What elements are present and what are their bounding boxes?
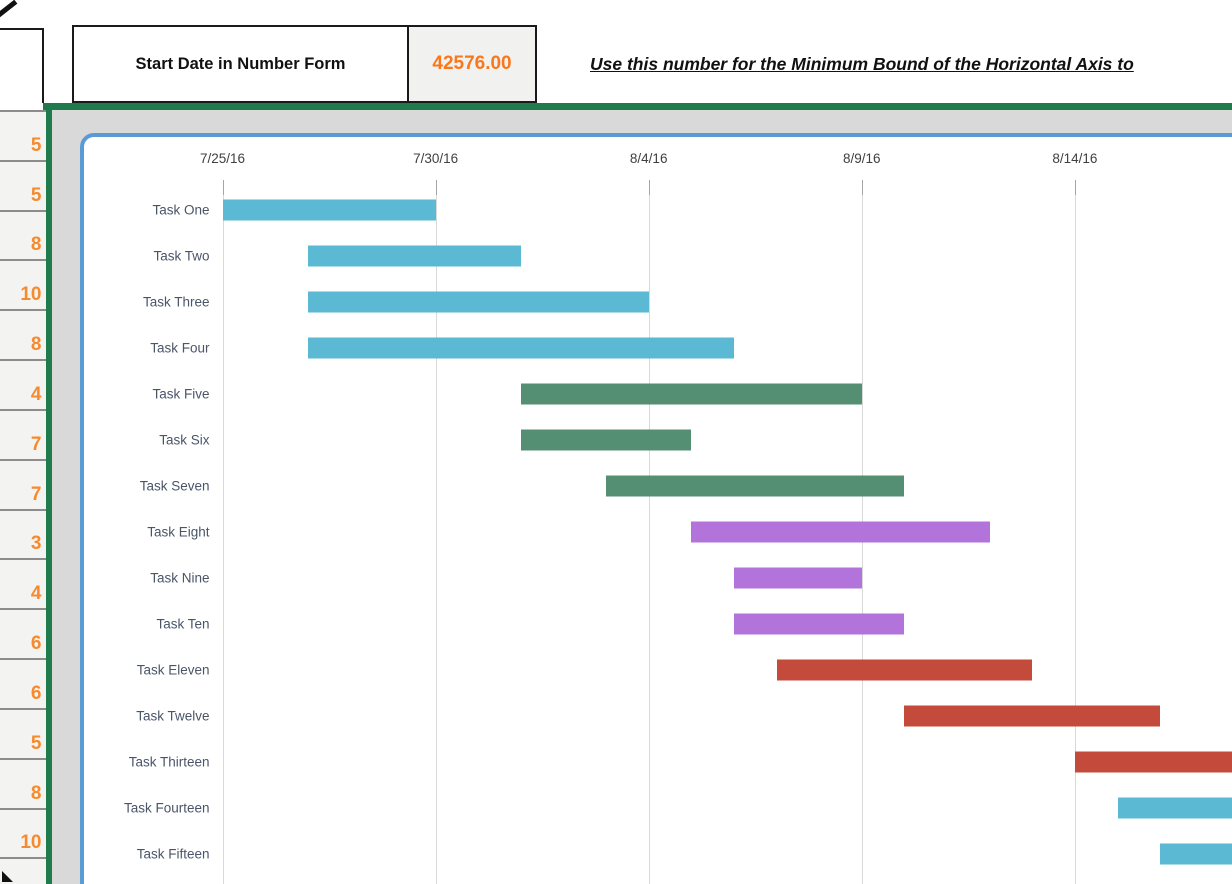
duration-cell[interactable]: 10: [0, 261, 46, 312]
axis-tick: [1074, 180, 1077, 195]
start-date-label: Start Date in Number Form: [135, 54, 346, 73]
header-empty-cell[interactable]: [0, 28, 44, 103]
gridline: [222, 180, 224, 884]
duration-cell[interactable]: 5: [0, 112, 46, 162]
duration-cell[interactable]: 3: [0, 510, 46, 561]
duration-cell[interactable]: 5: [0, 709, 46, 760]
task-label: Task Four: [150, 340, 210, 356]
gantt-bar[interactable]: [733, 567, 862, 589]
task-label: Task One: [152, 202, 210, 218]
task-label: Task Ten: [156, 616, 210, 632]
date-axis-label: 7/25/16: [199, 151, 246, 166]
duration-column: 5 5 8 10 8 4 7 7 3 4 6 6 5 8 10: [0, 110, 46, 884]
mouse-cursor: [2, 871, 13, 882]
gantt-bar[interactable]: [222, 199, 436, 221]
gantt-bar[interactable]: [1074, 751, 1232, 773]
gantt-bar[interactable]: [691, 521, 990, 543]
gantt-bar[interactable]: [904, 705, 1161, 727]
task-label: Task Thirteen: [128, 754, 210, 770]
task-label: Task Fourteen: [123, 800, 210, 816]
axis-tick: [435, 180, 438, 195]
gantt-bar[interactable]: [606, 475, 905, 497]
date-axis-label: 8/4/16: [629, 151, 668, 166]
task-label: Task Twelve: [136, 708, 210, 724]
date-axis-label: 8/9/16: [843, 151, 881, 166]
start-date-value-cell[interactable]: 42576.00: [407, 27, 535, 101]
duration-cell[interactable]: 8: [0, 311, 46, 362]
start-date-header-box: Start Date in Number Form 42576.00: [72, 25, 537, 103]
duration-cell[interactable]: 4: [0, 560, 46, 611]
task-label: Task Eight: [147, 524, 210, 540]
duration-cell[interactable]: 10: [0, 809, 46, 860]
corner-cursor-artifact: [0, 0, 18, 17]
gantt-bar[interactable]: [307, 337, 734, 359]
gantt-bar[interactable]: [520, 383, 862, 405]
task-label: Task Five: [152, 386, 210, 402]
date-axis-label: 7/30/16: [413, 151, 459, 166]
duration-cell[interactable]: 7: [0, 410, 46, 461]
gantt-bar[interactable]: [307, 245, 521, 267]
task-label: Task Seven: [139, 478, 210, 494]
task-label: Task Nine: [150, 570, 210, 586]
gantt-bar[interactable]: [307, 291, 649, 313]
axis-tick: [222, 180, 224, 195]
duration-cell[interactable]: 4: [0, 361, 46, 411]
duration-cell[interactable]: 8: [0, 759, 46, 810]
axis-tick: [648, 180, 651, 195]
task-label: Task Two: [153, 248, 210, 264]
gantt-chart[interactable]: 7/25/16 7/30/16 8/4/16 8/9/16 8/14/16 Task O…: [80, 133, 1232, 884]
gridline: [648, 180, 651, 884]
duration-cell[interactable]: 7: [0, 460, 46, 511]
gantt-bar[interactable]: [776, 659, 1033, 681]
gantt-bar[interactable]: [1160, 843, 1232, 865]
plot-area: 7/25/16 7/30/16 8/4/16 8/9/16 8/14/16 Task O…: [84, 137, 1232, 884]
gantt-bar[interactable]: [733, 613, 905, 635]
task-label: Task Three: [142, 294, 210, 310]
gridline: [1074, 180, 1077, 884]
axis-instruction-note: Use this number for the Minimum Bound of…: [590, 54, 1134, 74]
gantt-bar[interactable]: [520, 429, 692, 451]
date-axis-label: 8/14/16: [1052, 151, 1098, 166]
task-label: Task Eleven: [136, 662, 210, 678]
gantt-bar[interactable]: [1117, 797, 1232, 819]
duration-cell[interactable]: 6: [0, 610, 46, 661]
gridline: [435, 180, 438, 884]
green-border-vertical: [45, 103, 52, 884]
green-border-horizontal: [43, 103, 1232, 110]
task-label: Task Six: [159, 432, 210, 448]
duration-cell[interactable]: 5: [0, 161, 46, 212]
duration-cell[interactable]: 6: [0, 660, 46, 710]
task-label: Task Fifteen: [136, 846, 210, 862]
duration-cell[interactable]: 8: [0, 211, 46, 262]
axis-tick: [861, 180, 864, 195]
